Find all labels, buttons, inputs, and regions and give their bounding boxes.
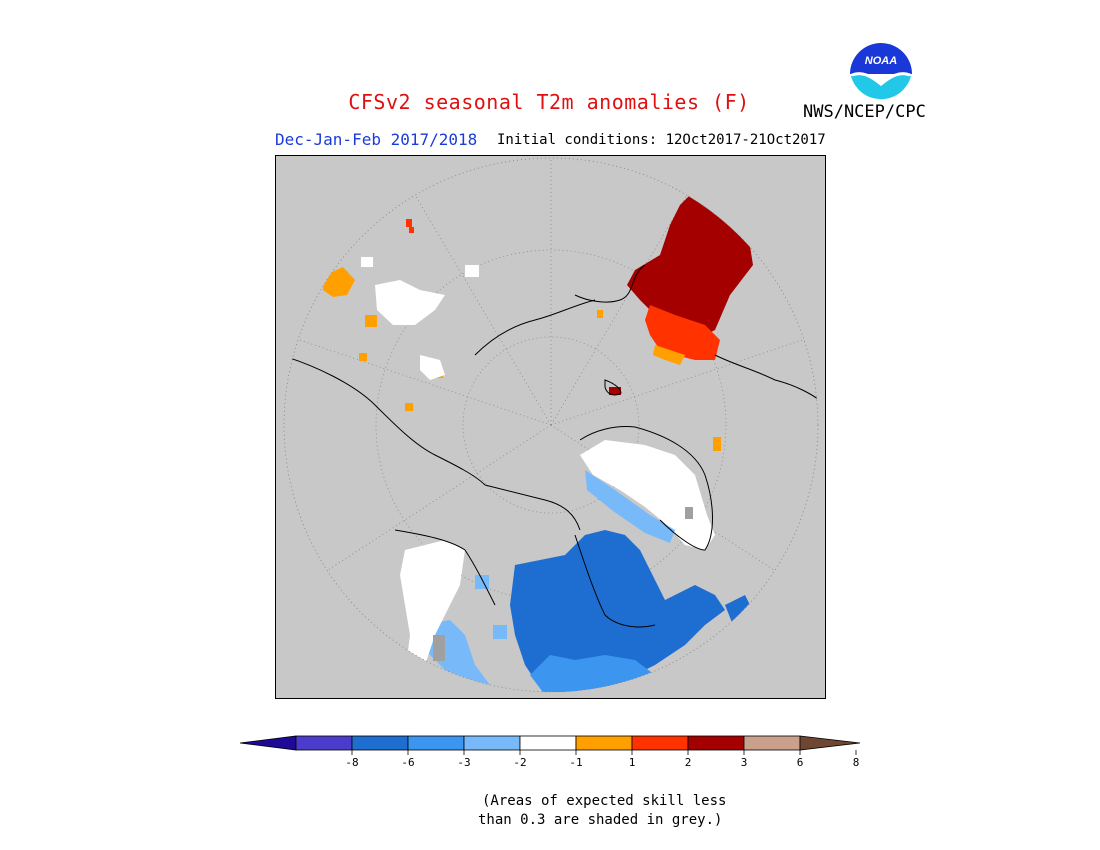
anomaly-greenland-blue [585, 470, 675, 543]
anomaly-siberia-white [361, 257, 479, 380]
season-label: Dec-Jan-Feb 2017/2018 [275, 130, 478, 149]
footnote-line-1: (Areas of expected skill less [482, 793, 727, 809]
colorbar-swatch [687, 735, 745, 751]
map-boundary [283, 157, 819, 693]
anomaly-greenland-white [580, 440, 715, 550]
colorbar-swatch [575, 735, 633, 751]
agency-label: NWS/NCEP/CPC [803, 102, 926, 122]
noaa-logo-text: NOAA [865, 55, 897, 67]
anomaly-scandinavia [645, 305, 720, 360]
colorbar-tick-label: -8 [345, 756, 358, 769]
anomaly-low-skill [433, 507, 693, 661]
colorbar-tick-label: -1 [569, 756, 582, 769]
chart-title-text: CFSv2 seasonal T2m anomalies (F) [348, 90, 750, 114]
polar-map [275, 155, 826, 699]
colorbar-tick-label: 2 [685, 756, 692, 769]
anomaly-scandinavia-orange [597, 310, 721, 451]
anomaly-siberia-red [406, 219, 414, 233]
anomaly-iceland [609, 387, 621, 395]
colorbar-swatch [407, 735, 465, 751]
noaa-logo: NOAA [850, 43, 912, 105]
colorbar-tick-label: 8 [853, 756, 860, 769]
colorbar-tick-label: 3 [741, 756, 748, 769]
colorbar-lower-extension [239, 735, 297, 751]
colorbar-swatch [743, 735, 801, 751]
chart-title: CFSv2 seasonal T2m anomalies (F) [0, 90, 1100, 114]
colorbar-swatch [519, 735, 577, 751]
color-legend: -8 -6 -3 -2 -1 1 2 3 6 8 [239, 735, 861, 769]
colorbar-swatch [463, 735, 521, 751]
colorbar-tick-label: -6 [401, 756, 414, 769]
colorbar-tick-label: 6 [797, 756, 804, 769]
footnote-line-2: than 0.3 are shaded in grey.) [478, 812, 723, 828]
colorbar-swatch [631, 735, 689, 751]
colorbar-tick-label: -2 [513, 756, 526, 769]
colorbar-swatch [351, 735, 409, 751]
colorbar-swatch [295, 735, 353, 751]
initial-conditions-label: Initial conditions: 12Oct2017-21Oct2017 [497, 132, 826, 148]
colorbar-upper-extension [799, 735, 861, 751]
colorbar-tick-label: -3 [457, 756, 470, 769]
colorbar-tick-label: 1 [629, 756, 636, 769]
